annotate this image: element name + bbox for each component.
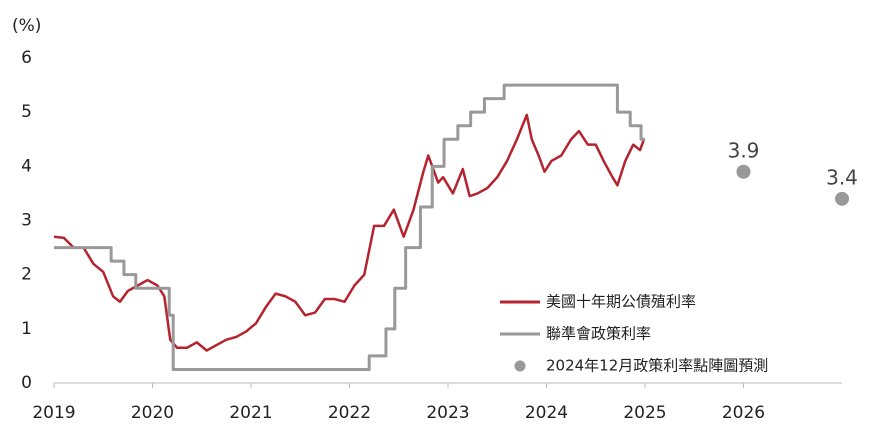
y-tick-label: 4 bbox=[21, 156, 32, 176]
legend-label: 聯準會政策利率 bbox=[546, 325, 651, 343]
policy-rate-line bbox=[54, 83, 645, 371]
x-tick-label: 2020 bbox=[131, 403, 174, 423]
y-axis-label: (%) bbox=[12, 16, 41, 36]
yield-line bbox=[53, 113, 646, 352]
legend-label: 美國十年期公債殖利率 bbox=[546, 293, 696, 311]
y-tick-label: 0 bbox=[21, 373, 32, 393]
y-tick-label: 6 bbox=[21, 48, 32, 68]
legend-label: 2024年12月政策利率點陣圖預測 bbox=[546, 357, 768, 375]
y-tick-label: 1 bbox=[21, 319, 32, 339]
y-tick-label: 2 bbox=[21, 265, 32, 285]
x-tick-label: 2023 bbox=[426, 403, 469, 423]
x-tick-label: 2026 bbox=[722, 403, 765, 423]
x-tick-label: 2019 bbox=[32, 403, 75, 423]
x-tick-label: 2024 bbox=[525, 403, 568, 423]
data-label: 3.4 bbox=[826, 165, 858, 189]
legend-swatch bbox=[514, 360, 526, 372]
x-tick-label: 2025 bbox=[623, 403, 666, 423]
forecast-dot bbox=[835, 191, 849, 206]
y-tick-label: 5 bbox=[21, 102, 32, 122]
y-tick-label: 3 bbox=[21, 211, 32, 231]
forecast-dot bbox=[736, 164, 751, 179]
data-label: 3.9 bbox=[728, 138, 760, 162]
x-tick-label: 2021 bbox=[229, 403, 272, 423]
x-tick-label: 2022 bbox=[328, 403, 371, 423]
